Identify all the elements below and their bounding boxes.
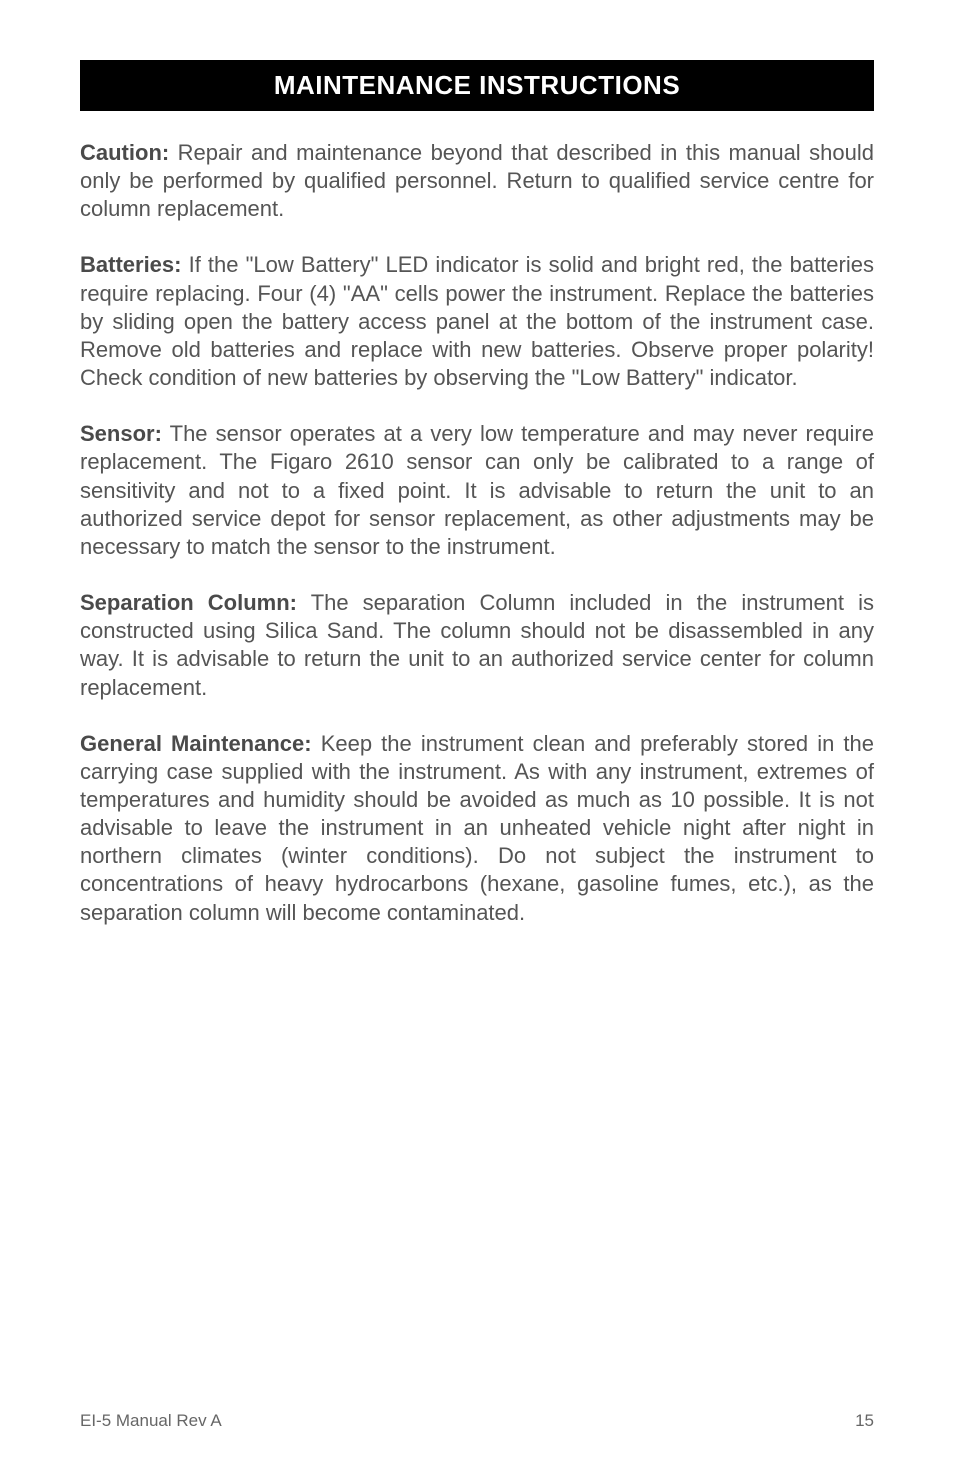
manual-page: MAINTENANCE INSTRUCTIONS Caution: Repair… — [0, 0, 954, 1475]
page-footer: EI-5 Manual Rev A 15 — [80, 1411, 874, 1431]
general-paragraph: General Maintenance: Keep the instrument… — [80, 730, 874, 927]
caution-paragraph: Caution: Repair and maintenance beyond t… — [80, 139, 874, 223]
batteries-paragraph: Batteries: If the "Low Battery" LED indi… — [80, 251, 874, 392]
general-text: Keep the instrument clean and preferably… — [80, 731, 874, 925]
sensor-label: Sensor: — [80, 421, 162, 446]
batteries-label: Batteries: — [80, 252, 181, 277]
separation-label: Separation Column: — [80, 590, 297, 615]
sensor-paragraph: Sensor: The sensor operates at a very lo… — [80, 420, 874, 561]
section-header: MAINTENANCE INSTRUCTIONS — [80, 60, 874, 111]
caution-text: Repair and maintenance beyond that descr… — [80, 140, 874, 221]
batteries-text: If the "Low Battery" LED indicator is so… — [80, 252, 874, 390]
sensor-text: The sensor operates at a very low temper… — [80, 421, 874, 559]
caution-label: Caution: — [80, 140, 169, 165]
footer-left: EI-5 Manual Rev A — [80, 1411, 222, 1431]
general-label: General Maintenance: — [80, 731, 312, 756]
footer-page-number: 15 — [855, 1411, 874, 1431]
separation-paragraph: Separation Column: The separation Column… — [80, 589, 874, 702]
